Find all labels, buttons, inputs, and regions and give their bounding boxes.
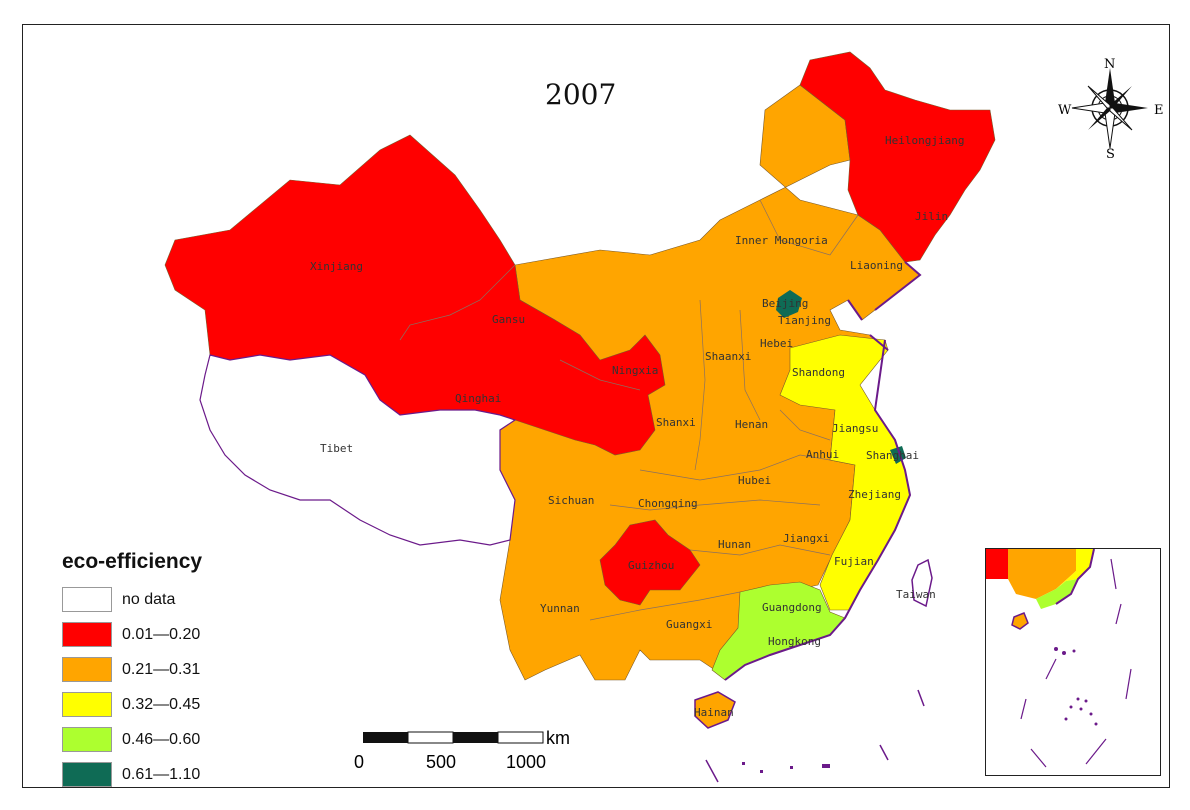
sea-islands — [742, 762, 830, 773]
legend-item: no data — [62, 582, 202, 617]
label-taiwan: Taiwan — [896, 588, 936, 601]
legend-label: 0.21—0.31 — [122, 660, 201, 678]
label-shaanxi: Shaanxi — [705, 350, 751, 363]
label-henan: Henan — [735, 418, 768, 431]
scale-bar-graphic — [363, 731, 544, 744]
label-guangdong: Guangdong — [762, 601, 822, 614]
label-inner-mongoria: Inner Mongoria — [735, 234, 828, 247]
province-borders — [399, 199, 859, 621]
label-shandong: Shandong — [792, 366, 845, 379]
label-tibet: Tibet — [320, 442, 353, 455]
label-shanghai: Shanghai — [866, 449, 919, 462]
label-ningxia: Ningxia — [612, 364, 658, 377]
label-liaoning: Liaoning — [850, 259, 903, 272]
region-red-northeast — [799, 51, 996, 263]
label-gansu: Gansu — [492, 313, 525, 326]
legend-item: 0.21—0.31 — [62, 652, 202, 687]
legend: eco-efficiency no data 0.01—0.20 0.21—0.… — [62, 550, 202, 792]
legend-swatch — [62, 762, 112, 787]
compass-w: W — [1058, 103, 1072, 118]
label-hainan: Hainan — [694, 706, 734, 719]
legend-label: no data — [122, 590, 176, 608]
south-china-sea-inset — [985, 548, 1161, 776]
label-guizhou: Guizhou — [628, 559, 674, 572]
label-heilongjiang: Heilongjiang — [885, 134, 964, 147]
scale-tick: 1000 — [506, 752, 547, 772]
legend-item: 0.01—0.20 — [62, 617, 202, 652]
region-nodata-tibet — [199, 354, 517, 546]
label-zhejiang: Zhejiang — [848, 488, 901, 501]
compass-s: S — [1106, 147, 1115, 158]
legend-label: 0.32—0.45 — [122, 695, 201, 713]
legend-item: 0.46—0.60 — [62, 722, 202, 757]
region-green-beijing — [776, 290, 802, 318]
compass-n: N — [1104, 58, 1115, 72]
label-beijing: Beijing — [762, 297, 808, 310]
scale-tick: 500 — [426, 752, 457, 772]
label-hongkong: Hongkong — [768, 635, 821, 648]
inset-map — [986, 549, 1132, 768]
legend-label: 0.46—0.60 — [122, 730, 201, 748]
legend-item: 0.61—1.10 — [62, 757, 202, 792]
nine-dash-line — [705, 689, 925, 783]
label-tianjing: Tianjing — [778, 314, 831, 327]
label-hebei: Hebei — [760, 337, 793, 350]
legend-label: 0.01—0.20 — [122, 625, 201, 643]
map-title: 2007 — [545, 78, 617, 111]
legend-swatch — [62, 657, 112, 682]
label-jiangsu: Jiangsu — [832, 422, 878, 435]
label-jilin: Jilin — [915, 210, 948, 223]
label-hunan: Hunan — [718, 538, 751, 551]
legend-swatch — [62, 622, 112, 647]
label-guangxi: Guangxi — [666, 618, 712, 631]
legend-swatch — [62, 587, 112, 612]
label-chongqing: Chongqing — [638, 497, 698, 510]
label-shanxi: Shanxi — [656, 416, 696, 429]
label-fujian: Fujian — [834, 555, 874, 568]
region-red-guizhou — [599, 519, 701, 606]
scale-bar: km 0 500 1000 — [354, 728, 570, 786]
scale-unit: km — [546, 728, 570, 748]
legend-label: 0.61—1.10 — [122, 765, 201, 783]
label-sichuan: Sichuan — [548, 494, 594, 507]
legend-item: 0.32—0.45 — [62, 687, 202, 722]
coastline — [724, 261, 922, 681]
label-yunnan: Yunnan — [540, 602, 580, 615]
region-hainan — [694, 691, 736, 729]
label-qinghai: Qinghai — [455, 392, 501, 405]
label-jiangxi: Jiangxi — [783, 532, 829, 545]
label-anhui: Anhui — [806, 448, 839, 461]
region-taiwan — [911, 558, 933, 608]
scale-tick: 0 — [354, 752, 365, 772]
province-labels: Xinjiang Tibet Qinghai Gansu Ningxia Inn… — [310, 134, 964, 719]
legend-swatch — [62, 692, 112, 717]
label-hubei: Hubei — [738, 474, 771, 487]
legend-swatch — [62, 727, 112, 752]
label-xinjiang: Xinjiang — [310, 260, 363, 273]
compass-rose-icon: N S E W — [1058, 58, 1164, 158]
legend-title: eco-efficiency — [62, 550, 203, 573]
compass-e: E — [1154, 103, 1164, 118]
